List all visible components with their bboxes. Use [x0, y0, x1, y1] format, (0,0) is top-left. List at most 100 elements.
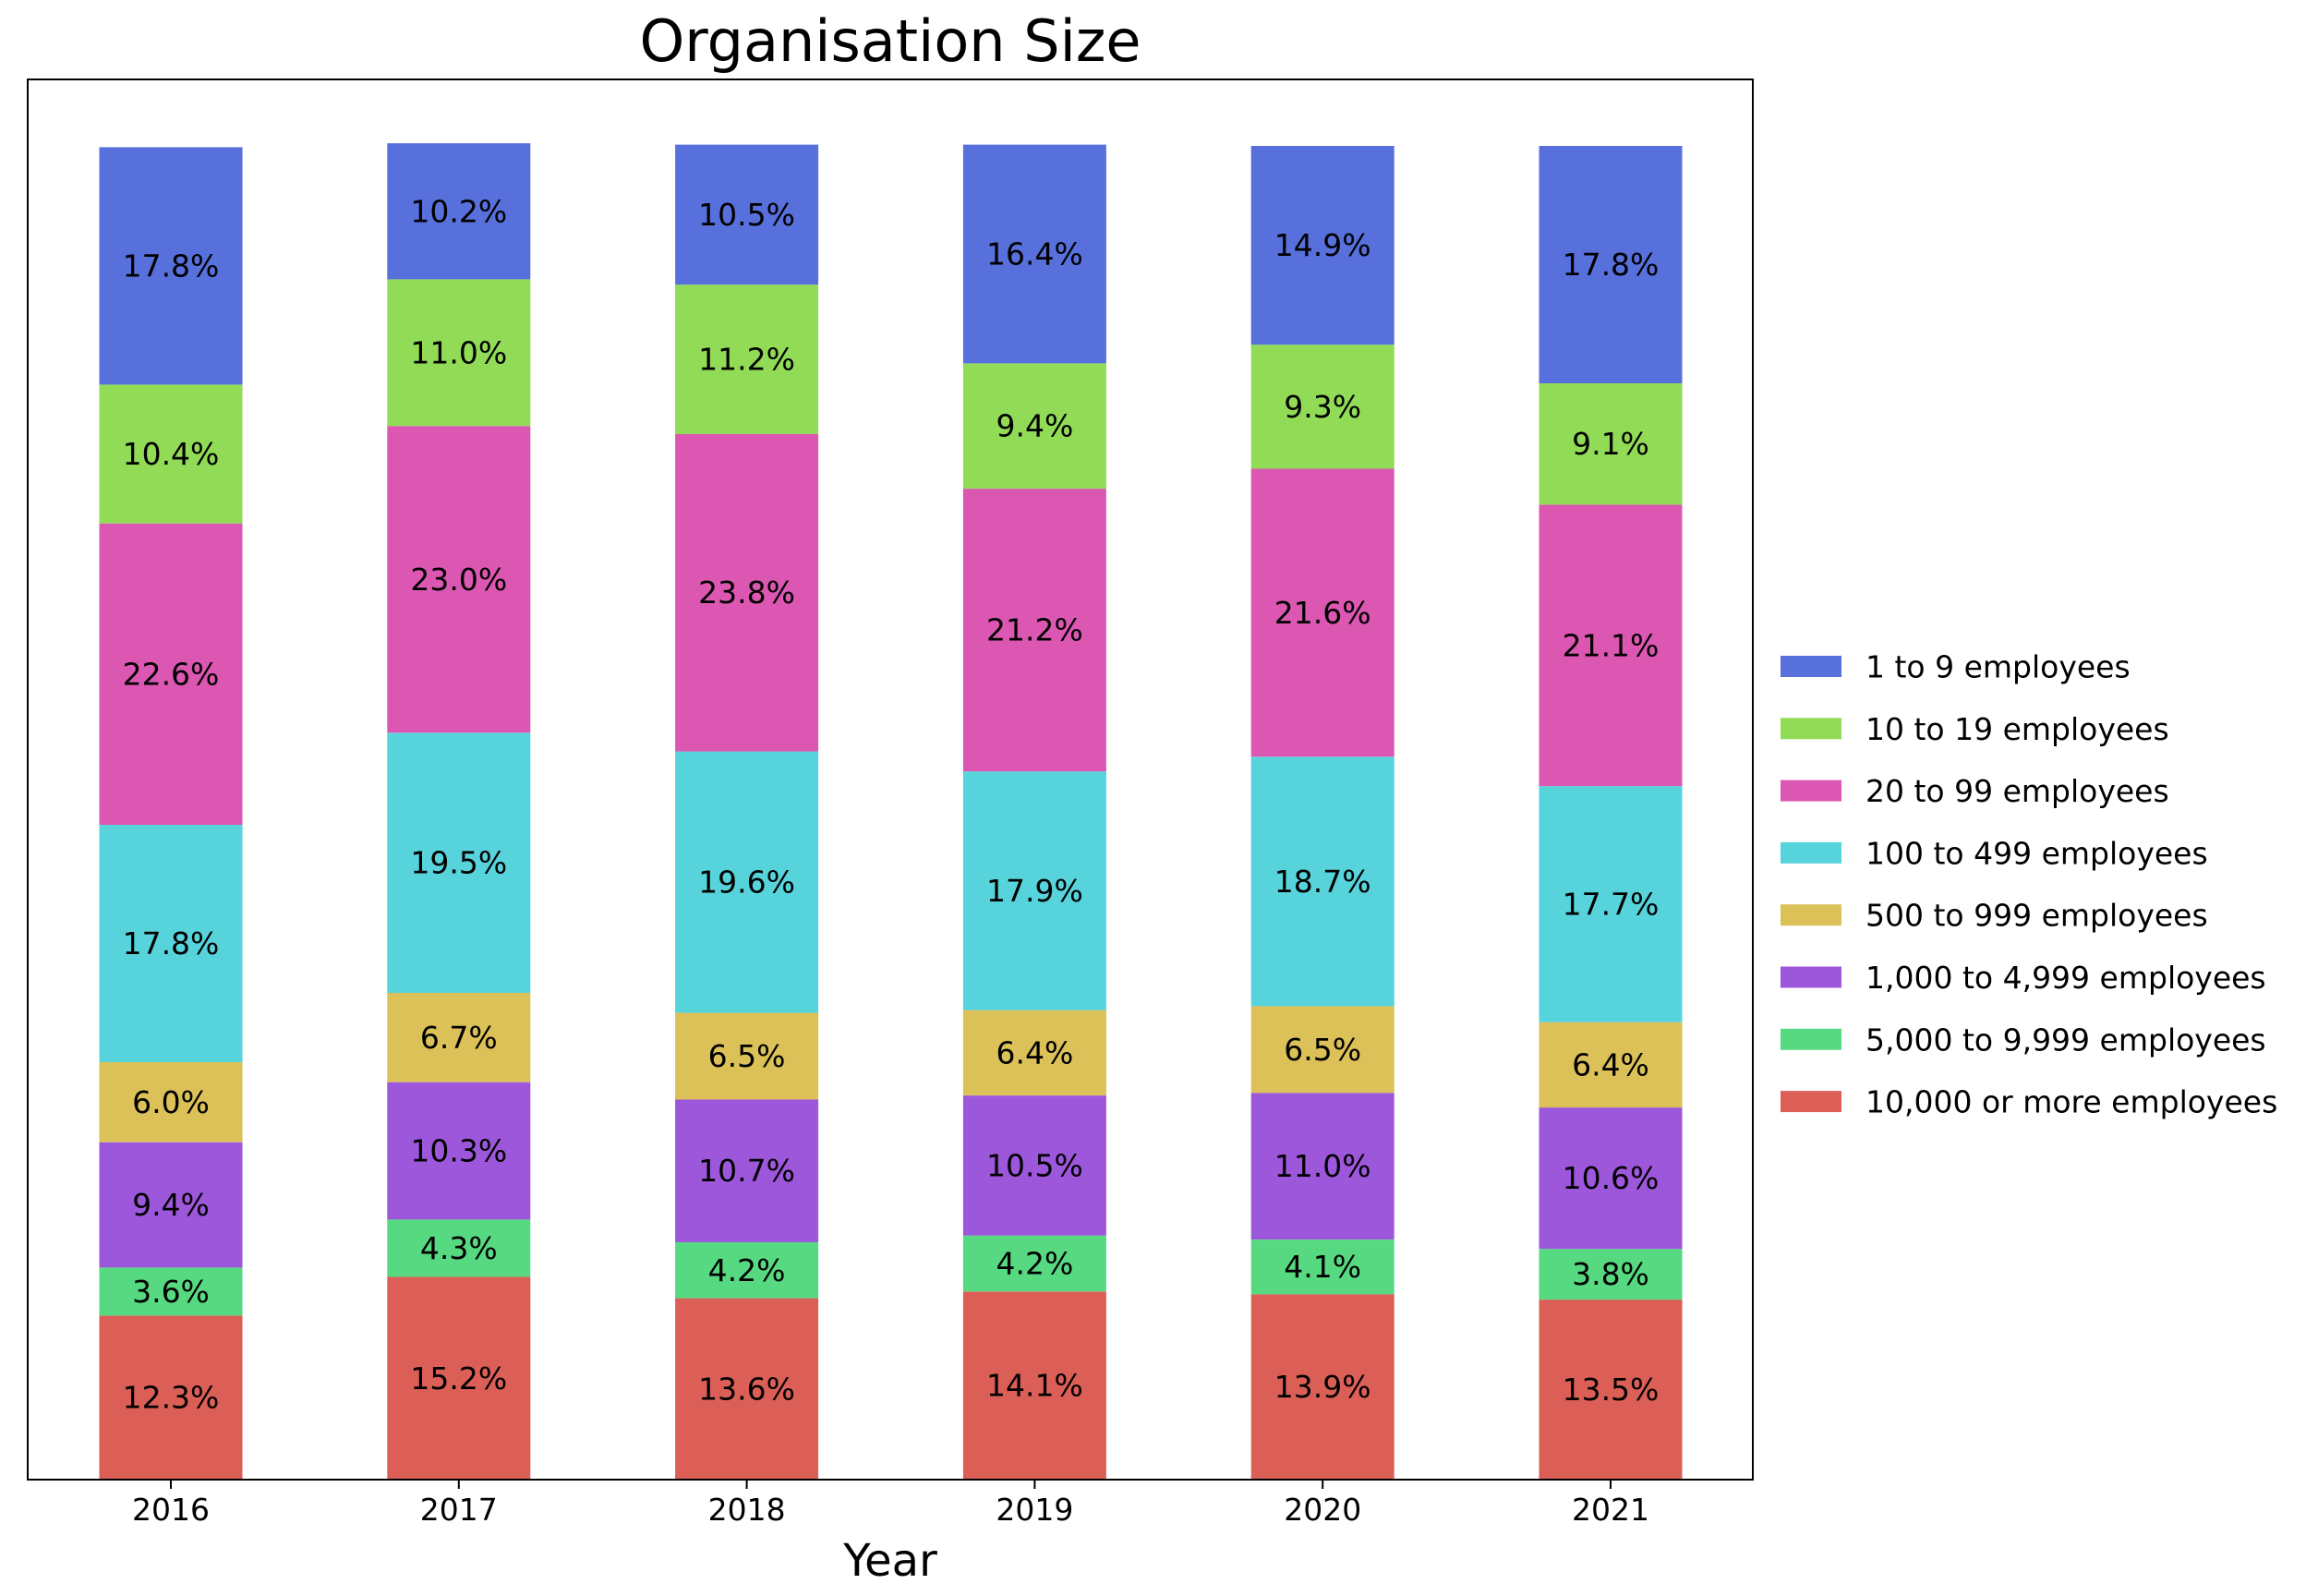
bar-segment	[387, 426, 531, 733]
legend-swatch	[1781, 780, 1841, 802]
data-label: 9.4%	[132, 1187, 210, 1223]
x-axis-ticks: 2016 2017 2018 2019 2020 2021	[132, 1480, 1649, 1528]
plot-frame	[27, 79, 1754, 1481]
data-label: 19.6%	[698, 864, 795, 901]
bar-segment	[962, 1235, 1106, 1292]
data-label: 19.5%	[410, 845, 507, 881]
bar-segment	[962, 1291, 1106, 1480]
data-label: 9.3%	[1284, 389, 1361, 425]
bar-segment	[387, 1276, 531, 1480]
bar-segment	[675, 1099, 819, 1242]
bar-segment	[1250, 1006, 1394, 1094]
x-tick-label: 2021	[1572, 1492, 1649, 1528]
bar-segment	[99, 523, 243, 825]
data-label: 3.8%	[1572, 1256, 1649, 1292]
data-label: 13.6%	[698, 1371, 795, 1407]
legend-label: 10,000 or more employees	[1865, 1084, 2277, 1120]
bar-segment	[1539, 786, 1683, 1022]
data-label: 17.8%	[1563, 247, 1660, 283]
bar-segment	[962, 1095, 1106, 1236]
data-label: 16.4%	[986, 236, 1083, 272]
data-label: 4.3%	[420, 1230, 498, 1266]
bar-segment	[387, 1219, 531, 1277]
data-label: 9.1%	[1572, 426, 1649, 462]
data-label: 14.9%	[1274, 227, 1371, 263]
legend-label: 1,000 to 4,999 employees	[1865, 960, 2266, 996]
data-label: 10.7%	[698, 1153, 795, 1189]
bar-segment	[1250, 1093, 1394, 1239]
bar-segment	[675, 751, 819, 1013]
data-label: 6.5%	[1284, 1032, 1361, 1068]
bar-segment	[675, 1298, 819, 1480]
bar-segment	[675, 144, 819, 285]
data-label: 6.7%	[420, 1020, 498, 1056]
data-label: 15.2%	[410, 1360, 507, 1396]
data-label: 4.1%	[1284, 1249, 1361, 1285]
data-label: 4.2%	[708, 1252, 786, 1288]
data-label: 12.3%	[123, 1380, 220, 1416]
bar-segment	[387, 279, 531, 427]
bar-segment	[675, 284, 819, 434]
bar-segment	[962, 1010, 1106, 1096]
bar-segment	[99, 147, 243, 385]
bar-segment	[99, 825, 243, 1062]
legend-swatch	[1781, 904, 1841, 926]
data-label: 10.2%	[410, 193, 507, 229]
x-tick-label: 2018	[708, 1492, 786, 1528]
bar-segment	[99, 1267, 243, 1316]
bar-segment	[387, 732, 531, 993]
bar-segment	[1539, 1022, 1683, 1108]
bar-segment	[962, 144, 1106, 364]
data-label: 21.6%	[1274, 595, 1371, 631]
x-tick-label: 2017	[420, 1492, 498, 1528]
legend-swatch	[1781, 841, 1841, 864]
bar-segment	[99, 1315, 243, 1480]
data-label: 10.3%	[410, 1133, 507, 1169]
bar-segment	[99, 1142, 243, 1268]
data-label: 17.8%	[123, 248, 220, 284]
legend-label: 100 to 499 employees	[1865, 835, 2208, 871]
data-label: 17.7%	[1563, 886, 1660, 922]
data-label: 11.0%	[410, 334, 507, 370]
legend: 1 to 9 employees 10 to 19 employees 20 to …	[1781, 649, 2277, 1120]
data-label: 6.4%	[996, 1034, 1073, 1070]
x-tick-label: 2016	[132, 1492, 210, 1528]
bar-segment	[1250, 345, 1394, 469]
data-label: 17.8%	[123, 925, 220, 961]
bar-segment	[387, 1082, 531, 1220]
data-label: 6.0%	[132, 1084, 210, 1120]
bar-segment	[675, 1242, 819, 1299]
legend-label: 20 to 99 employees	[1865, 773, 2169, 809]
bar-segment	[99, 384, 243, 524]
legend-swatch	[1781, 1028, 1841, 1050]
bar-segment	[675, 1012, 819, 1100]
bar-segment	[1539, 1107, 1683, 1250]
legend-label: 500 to 999 employees	[1865, 898, 2208, 934]
data-label: 3.6%	[132, 1274, 210, 1310]
data-label: 14.1%	[986, 1368, 1083, 1404]
bar-segment	[1539, 383, 1683, 505]
data-label: 6.4%	[1572, 1046, 1649, 1082]
data-label: 21.1%	[1563, 627, 1660, 663]
data-label: 13.5%	[1563, 1372, 1660, 1408]
data-label: 21.2%	[986, 612, 1083, 648]
data-label: 10.5%	[698, 197, 795, 233]
data-label: 23.8%	[698, 574, 795, 611]
data-label: 6.5%	[708, 1038, 786, 1074]
x-tick-label: 2020	[1284, 1492, 1361, 1528]
data-label: 11.0%	[1274, 1148, 1371, 1184]
bar-segment	[962, 363, 1106, 490]
data-label: 10.5%	[986, 1147, 1083, 1183]
x-tick-label: 2019	[996, 1492, 1073, 1528]
bar-segment	[1539, 1249, 1683, 1300]
bar-segment	[1250, 146, 1394, 345]
data-label: 4.2%	[996, 1246, 1073, 1282]
data-label: 17.9%	[986, 873, 1083, 909]
bar-segment	[1250, 1294, 1394, 1480]
bar-segment	[99, 1062, 243, 1143]
bar-segment	[1250, 468, 1394, 757]
bar-segment	[1250, 756, 1394, 1007]
bar-segment	[962, 771, 1106, 1010]
bar-segment	[387, 992, 531, 1082]
